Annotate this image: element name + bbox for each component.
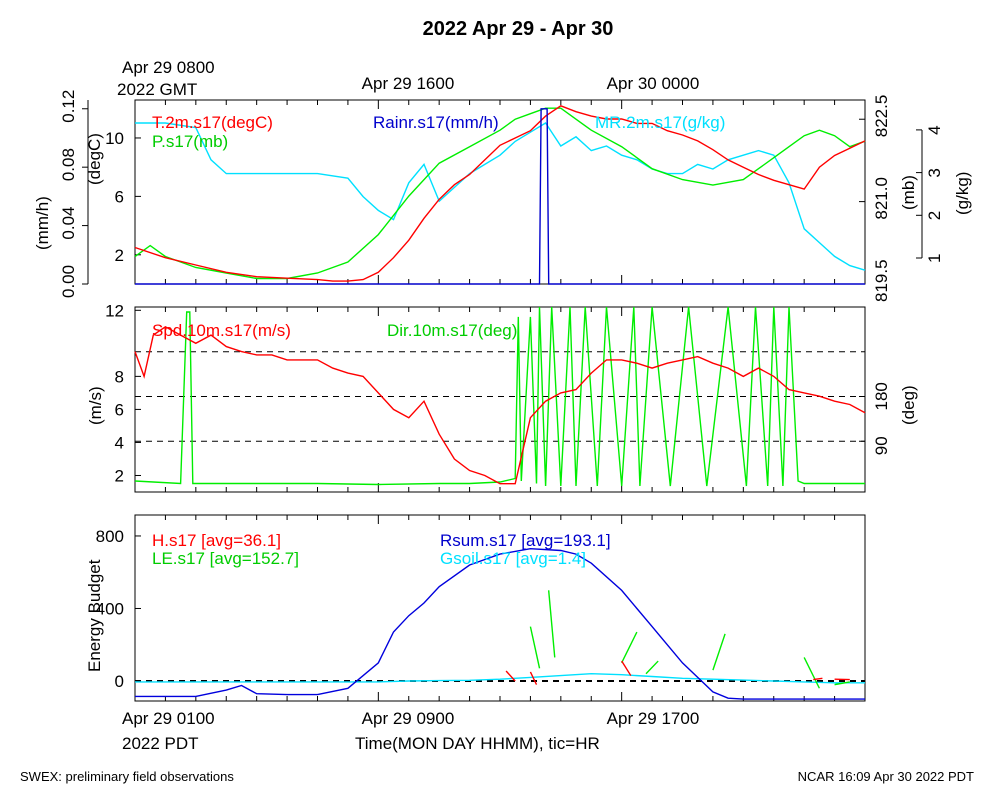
- top-time-label-1: 2022 GMT: [117, 80, 197, 99]
- legend-sensible-heat: H.s17 [avg=36.1]: [152, 531, 281, 550]
- speed-tick-label: 4: [115, 433, 124, 452]
- chart-title: 2022 Apr 29 - Apr 30: [423, 18, 614, 40]
- rain-tick-label: 0.00: [59, 265, 78, 298]
- press-axis-label: (mb): [899, 175, 918, 210]
- series-mixing-ratio: [135, 122, 866, 271]
- temp-tick-label: 6: [115, 187, 124, 206]
- bottom-time-label-0: Apr 29 0100: [122, 709, 215, 728]
- legend-net-radiation: Rsum.s17 [avg=193.1]: [440, 531, 611, 550]
- mr-axis-label: (g/kg): [953, 172, 972, 215]
- series-temperature: [134, 105, 866, 282]
- footer-right: NCAR 16:09 Apr 30 2022 PDT: [798, 769, 974, 784]
- legend-soil-heat-flux: Gsoil.s17 [avg=1.4]: [440, 549, 586, 568]
- series-latent-heat: [621, 631, 638, 664]
- dir-tick-label: 180: [872, 382, 891, 410]
- press-tick-label: 822.5: [872, 95, 891, 138]
- series-latent-heat: [645, 660, 659, 675]
- series-pressure: [134, 107, 866, 280]
- bottom-time-label-1: 2022 PDT: [122, 734, 199, 753]
- series-latent-heat: [834, 681, 850, 686]
- x-axis-label: Time(MON DAY HHMM), tic=HR: [355, 734, 600, 753]
- series-sensible-heat: [505, 670, 516, 682]
- legend-wind-speed: Spd.10m.s17(m/s): [152, 321, 291, 340]
- temp-tick-label: 10: [105, 129, 124, 148]
- series-latent-heat: [529, 626, 541, 669]
- rain-axis-label: (mm/h): [33, 196, 52, 250]
- rain-tick-label: 0.04: [59, 206, 78, 239]
- bottom-time-label-2: Apr 29 0900: [362, 709, 455, 728]
- series-wind-direction: [134, 306, 865, 487]
- speed-axis-label: (m/s): [86, 386, 105, 425]
- energy-tick-label: 0: [115, 672, 124, 691]
- top-time-label-2: Apr 29 1600: [362, 74, 455, 93]
- rain-tick-label: 0.12: [59, 90, 78, 123]
- panel-temperature: 0.00 0.04 0.08 0.12 (mm/h) 2 6 10(degC) 819.5 821…: [33, 90, 972, 302]
- series-sensible-heat: [621, 660, 632, 676]
- dir-axis-label: (deg): [899, 385, 918, 425]
- speed-tick-label: 12: [105, 301, 124, 320]
- legend-wind-direction: Dir.10m.s17(deg): [387, 321, 517, 340]
- mr-tick-label: 4: [925, 125, 944, 134]
- series-sensible-heat: [813, 677, 823, 681]
- mr-tick-label: 2: [925, 211, 944, 220]
- series-net-radiation: [135, 547, 865, 700]
- series-sensible-heat: [529, 671, 538, 685]
- dir-tick-label: 90: [872, 436, 891, 455]
- series-soil-heat-flux: [135, 672, 865, 684]
- panel-energy-budget: 0 400 800 Energy Budget H.s17 [avg=36.1]LE.s…: [85, 514, 866, 702]
- mr-tick-label: 1: [925, 254, 944, 263]
- speed-tick-label: 8: [115, 367, 124, 386]
- rain-tick-label: 0.08: [59, 148, 78, 181]
- top-time-label-0: Apr 29 0800: [122, 58, 215, 77]
- series-latent-heat: [547, 590, 556, 658]
- legend-pressure: P.s17(mb): [152, 132, 228, 151]
- press-tick-label: 819.5: [872, 259, 891, 302]
- series-latent-heat: [712, 633, 726, 671]
- panel-wind: 2 4 6 8 12 (m/s) 90 180 (deg) Spd.10m.s17(m/s) Dir…: [86, 301, 918, 493]
- series-latent-heat: [803, 657, 821, 689]
- series-rain-rate: [135, 108, 865, 285]
- speed-tick-label: 2: [115, 466, 124, 485]
- footer-left: SWEX: preliminary field observations: [20, 769, 234, 784]
- temp-tick-label: 2: [115, 246, 124, 265]
- legend-latent-heat: LE.s17 [avg=152.7]: [152, 549, 299, 568]
- speed-tick-label: 6: [115, 400, 124, 419]
- top-time-label-3: Apr 30 0000: [607, 74, 700, 93]
- energy-axis-label: Energy Budget: [85, 559, 104, 672]
- press-tick-label: 821.0: [872, 177, 891, 220]
- mr-tick-label: 3: [925, 168, 944, 177]
- temp-axis-label: (degC): [85, 133, 104, 185]
- energy-tick-label: 800: [96, 527, 124, 546]
- bottom-time-label-3: Apr 29 1700: [607, 709, 700, 728]
- series-wind-speed: [134, 325, 866, 485]
- energy-tick-label: 400: [96, 599, 124, 618]
- legend-rain-rate: Rainr.s17(mm/h): [373, 113, 499, 132]
- legend-temperature: T.2m.s17(degC): [152, 113, 273, 132]
- legend-mixing-ratio: MR.2m.s17(g/kg): [595, 113, 725, 132]
